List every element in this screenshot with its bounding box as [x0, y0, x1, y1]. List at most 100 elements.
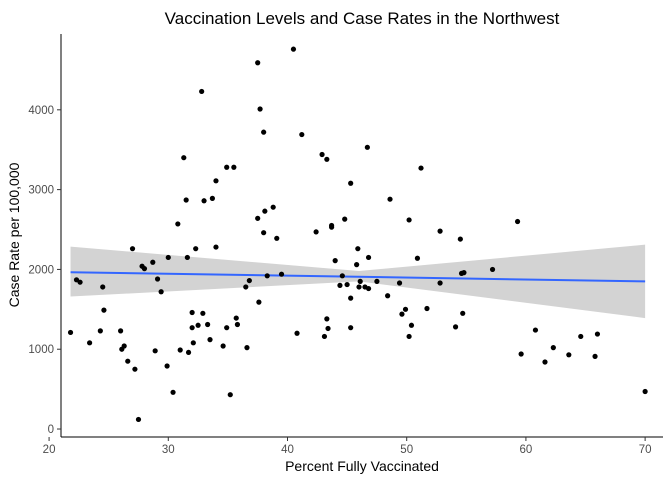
data-point: [207, 337, 213, 343]
x-tick-label: 30: [162, 444, 175, 456]
data-point: [290, 46, 297, 52]
data-point: [348, 295, 354, 301]
y-tick-label: 3000: [28, 185, 54, 197]
data-point: [199, 88, 205, 95]
data-point: [154, 276, 161, 282]
data-point: [332, 258, 338, 264]
data-point: [354, 262, 360, 268]
data-point: [213, 244, 219, 250]
data-point: [374, 278, 380, 284]
data-point: [324, 156, 330, 162]
data-point: [324, 316, 330, 322]
data-point: [100, 284, 106, 290]
y-tick-label: 1000: [28, 344, 54, 356]
data-point: [132, 366, 138, 372]
data-point: [642, 388, 648, 395]
x-axis-label: Percent Fully Vaccinated: [285, 458, 439, 474]
data-point: [243, 284, 249, 290]
data-point: [424, 305, 430, 312]
axes-layer: 20 30 40 50 60 70 0 1000 2000 3000 4000: [28, 34, 663, 456]
data-point: [337, 282, 343, 288]
data-point: [365, 254, 372, 261]
data-point: [165, 254, 171, 261]
data-point: [201, 198, 207, 204]
data-point: [321, 333, 328, 340]
data-point: [460, 310, 466, 316]
data-point: [408, 322, 415, 328]
fit-line: [70, 271, 646, 283]
data-point: [189, 325, 195, 331]
y-tick-label: 0: [48, 424, 54, 436]
fit-line-layer: [70, 271, 646, 283]
data-point: [364, 144, 370, 150]
data-point: [357, 278, 363, 284]
data-point: [274, 235, 280, 241]
data-point: [158, 289, 164, 295]
data-point: [348, 325, 354, 331]
data-point: [234, 321, 241, 328]
data-point: [550, 345, 556, 351]
data-point: [278, 271, 285, 277]
points-layer: [67, 46, 648, 423]
data-point: [164, 363, 170, 369]
data-point: [200, 310, 206, 316]
data-point: [489, 266, 496, 273]
data-point: [461, 270, 467, 276]
data-point: [255, 215, 261, 221]
data-point: [181, 155, 187, 161]
data-point: [233, 315, 239, 321]
data-point: [190, 340, 196, 346]
data-point: [342, 216, 348, 222]
data-point: [177, 347, 183, 353]
data-point: [205, 321, 211, 328]
data-point: [183, 197, 189, 203]
data-point: [514, 218, 521, 225]
data-point: [209, 195, 215, 201]
data-point: [67, 329, 74, 336]
data-point: [150, 259, 156, 265]
data-point: [129, 246, 136, 252]
y-tick-label: 4000: [28, 105, 54, 117]
data-point: [406, 333, 412, 340]
data-point: [452, 324, 459, 330]
data-point: [542, 359, 548, 365]
data-point: [121, 343, 127, 349]
data-point: [135, 416, 142, 423]
data-point: [387, 196, 393, 202]
data-point: [170, 389, 176, 395]
data-point: [339, 273, 345, 279]
data-point: [224, 325, 230, 331]
data-point: [262, 208, 268, 214]
data-point: [414, 255, 421, 261]
data-point: [118, 328, 124, 334]
data-point: [185, 349, 192, 356]
data-point: [399, 311, 405, 317]
data-point: [592, 353, 598, 359]
data-point: [566, 352, 572, 358]
data-point: [356, 284, 362, 290]
data-point: [193, 246, 199, 252]
chart-title: Vaccination Levels and Case Rates in the…: [165, 9, 560, 28]
data-point: [437, 228, 443, 234]
data-point: [141, 266, 148, 272]
data-point: [457, 236, 463, 242]
y-tick-label: 2000: [28, 264, 54, 276]
x-tick-label: 40: [281, 444, 294, 456]
data-point: [325, 325, 331, 332]
data-point: [246, 277, 252, 284]
data-point: [152, 348, 158, 354]
data-point: [101, 307, 107, 313]
data-point: [385, 293, 391, 299]
data-point: [313, 229, 319, 235]
data-point: [299, 131, 305, 138]
data-point: [329, 224, 335, 230]
data-point: [319, 151, 325, 158]
x-tick-label: 20: [43, 444, 56, 456]
data-point: [184, 254, 190, 261]
data-point: [220, 343, 226, 349]
data-point: [97, 328, 103, 334]
x-tick-label: 70: [639, 444, 652, 456]
data-point: [175, 221, 181, 227]
x-tick-label: 50: [400, 444, 413, 456]
